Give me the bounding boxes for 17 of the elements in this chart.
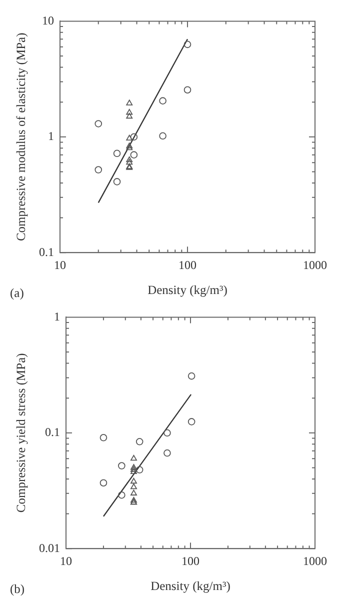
text: (b) xyxy=(10,582,25,596)
x-axis-title: Density (kg/m³) xyxy=(148,282,228,297)
y-tick-label: 1 xyxy=(48,129,54,144)
y-tick-label: 10 xyxy=(42,13,54,28)
y-axis-title: Compressive yield stress (MPa) xyxy=(14,353,28,513)
y-tick-label: 0.1 xyxy=(39,244,54,259)
y-axis-title: Compressive modulus of elasticity (MPa) xyxy=(14,32,28,242)
x-tick-label: 100 xyxy=(182,554,200,568)
y-tick-label: 1 xyxy=(54,309,60,324)
text: (a) xyxy=(10,286,24,300)
y-tick-label: 0.01 xyxy=(39,540,60,555)
x-tick-label: 1000 xyxy=(303,554,327,568)
x-tick-label: 1000 xyxy=(303,258,327,272)
x-tick-label: 100 xyxy=(178,258,196,272)
x-axis-title: Density (kg/m³) xyxy=(150,578,230,593)
x-tick-label: 10 xyxy=(60,554,72,568)
y-tick-label: 0.1 xyxy=(45,425,60,440)
